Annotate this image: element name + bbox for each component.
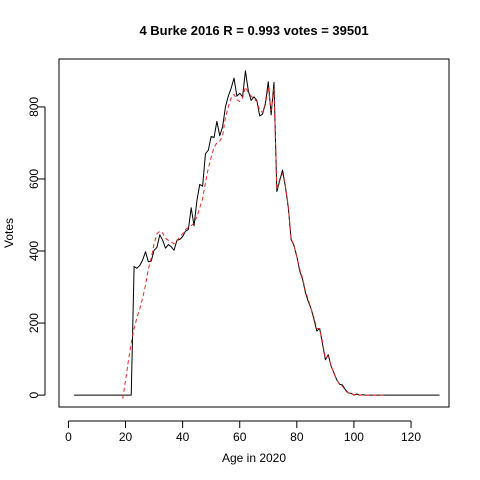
series-layer bbox=[74, 70, 440, 399]
x-tick-label: 40 bbox=[176, 430, 190, 444]
chart-title: 4 Burke 2016 R = 0.993 votes = 39501 bbox=[139, 23, 368, 38]
x-tick-label: 100 bbox=[344, 430, 364, 444]
y-tick-label: 400 bbox=[27, 241, 41, 261]
x-tick-label: 60 bbox=[233, 430, 247, 444]
x-axis-label: Age in 2020 bbox=[222, 451, 286, 465]
x-axis: 0 20 40 60 80 100 120 bbox=[65, 420, 421, 444]
x-tick-label: 0 bbox=[65, 430, 72, 444]
y-tick-label: 0 bbox=[27, 391, 41, 398]
x-tick-label: 120 bbox=[401, 430, 421, 444]
y-tick-label: 600 bbox=[27, 169, 41, 189]
y-tick-label: 800 bbox=[27, 97, 41, 117]
y-axis: 0 200 400 600 800 bbox=[27, 97, 46, 398]
x-tick-label: 20 bbox=[119, 430, 133, 444]
actual-votes-line bbox=[74, 70, 440, 396]
x-tick-label: 80 bbox=[290, 430, 304, 444]
y-axis-label: Votes bbox=[2, 218, 16, 248]
y-tick-label: 200 bbox=[27, 313, 41, 333]
fitted-votes-line bbox=[122, 86, 386, 399]
plot-frame bbox=[58, 58, 450, 408]
